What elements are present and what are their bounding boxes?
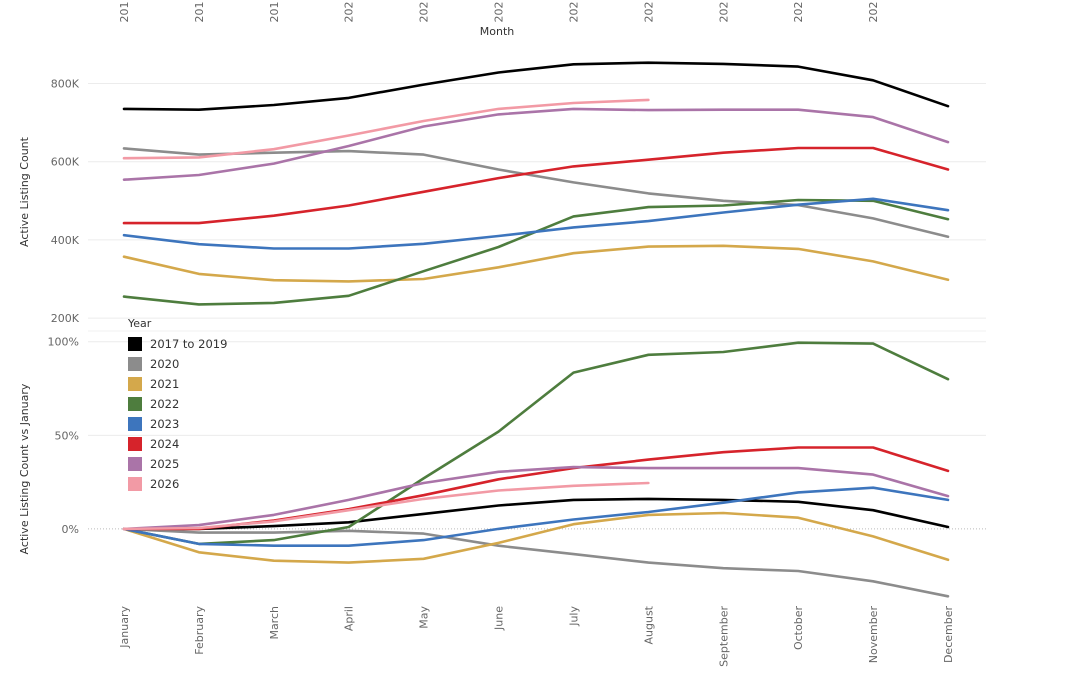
legend-item: 2024 xyxy=(128,434,227,454)
legend-item: 2022 xyxy=(128,394,227,414)
legend-item: 2026 xyxy=(128,474,227,494)
legend-swatch xyxy=(128,437,142,451)
top-tick-label: 202 xyxy=(717,2,730,23)
legend-item: 2025 xyxy=(128,454,227,474)
series-line-2026 xyxy=(122,481,650,531)
x-tick-label: July xyxy=(567,606,580,627)
top-tick-label: 202 xyxy=(867,2,880,23)
top-tick-label: 202 xyxy=(418,2,431,23)
y-axis-title: Active Listing Count vs January xyxy=(18,383,31,554)
x-tick-label: September xyxy=(717,606,730,667)
legend-label: 2024 xyxy=(150,437,180,451)
legend-swatch xyxy=(128,377,142,391)
series-line-2021 xyxy=(122,511,950,564)
legend-title: Year xyxy=(128,317,152,330)
x-tick-label: December xyxy=(942,606,955,664)
x-tick-label: January xyxy=(118,606,131,649)
series-line-2025 xyxy=(122,107,950,181)
legend-swatch xyxy=(128,357,142,371)
legend-item: 2021 xyxy=(128,374,227,394)
y-tick-label: 0% xyxy=(62,523,79,536)
y-tick-label: 200K xyxy=(51,312,80,325)
legend-label: 2017 to 2019 xyxy=(150,337,228,351)
series-line-2020 xyxy=(122,147,950,239)
series-line-2023 xyxy=(122,197,950,250)
series-line-2024 xyxy=(122,146,950,225)
x-tick-label: August xyxy=(642,605,655,644)
legend: Year 2017 to 2019 2020 2021 2022 2023 2024 202… xyxy=(128,317,227,494)
legend-label: 2021 xyxy=(150,377,180,391)
legend-label: 2022 xyxy=(150,397,180,411)
y-tick-label: 400K xyxy=(51,234,80,247)
top-tick-label: 202 xyxy=(792,2,805,23)
x-tick-label: May xyxy=(418,606,431,629)
legend-label: 2023 xyxy=(150,417,180,431)
series-line-2025 xyxy=(122,465,950,531)
top-tick-label: 201 xyxy=(118,2,131,23)
legend-swatch xyxy=(128,397,142,411)
legend-label: 2025 xyxy=(150,457,180,471)
top-tick-label: 202 xyxy=(493,1,506,22)
legend-label: 2026 xyxy=(150,477,180,491)
x-tick-label: June xyxy=(493,606,506,631)
series-line-2023 xyxy=(122,486,950,548)
y-tick-label: 100% xyxy=(48,336,79,349)
y-axis-title: Active Listing Count xyxy=(18,136,31,247)
y-tick-label: 50% xyxy=(55,429,79,442)
top-tick-label: 202 xyxy=(567,2,580,23)
series-line-2017-to-2019 xyxy=(122,497,950,531)
legend-swatch xyxy=(128,477,142,491)
legend-swatch xyxy=(128,457,142,471)
legend-swatch xyxy=(128,417,142,431)
x-tick-label: April xyxy=(343,606,356,631)
top-tick-label: 201 xyxy=(268,2,281,23)
x-tick-label: November xyxy=(867,606,880,664)
x-tick-label: February xyxy=(193,606,206,655)
legend-item: 2017 to 2019 xyxy=(128,334,227,354)
series-line-2021 xyxy=(122,244,950,283)
legend-item: 2020 xyxy=(128,354,227,374)
legend-item: 2023 xyxy=(128,414,227,434)
top-tick-label: 202 xyxy=(642,2,655,23)
legend-label: 2020 xyxy=(150,357,180,371)
x-tick-label: March xyxy=(268,606,281,640)
top-tick-label: 201 xyxy=(193,2,206,23)
y-tick-label: 800K xyxy=(51,77,80,90)
x-axis-title: Month xyxy=(480,25,515,38)
series-line-2017-to-2019 xyxy=(122,61,950,111)
top-tick-label: 202 xyxy=(343,2,356,23)
series-line-2020 xyxy=(122,527,950,598)
series-line-2022 xyxy=(122,341,950,546)
y-tick-label: 600K xyxy=(51,156,80,169)
series-line-2026 xyxy=(122,98,650,160)
x-tick-label: October xyxy=(792,606,805,650)
legend-swatch xyxy=(128,337,142,351)
